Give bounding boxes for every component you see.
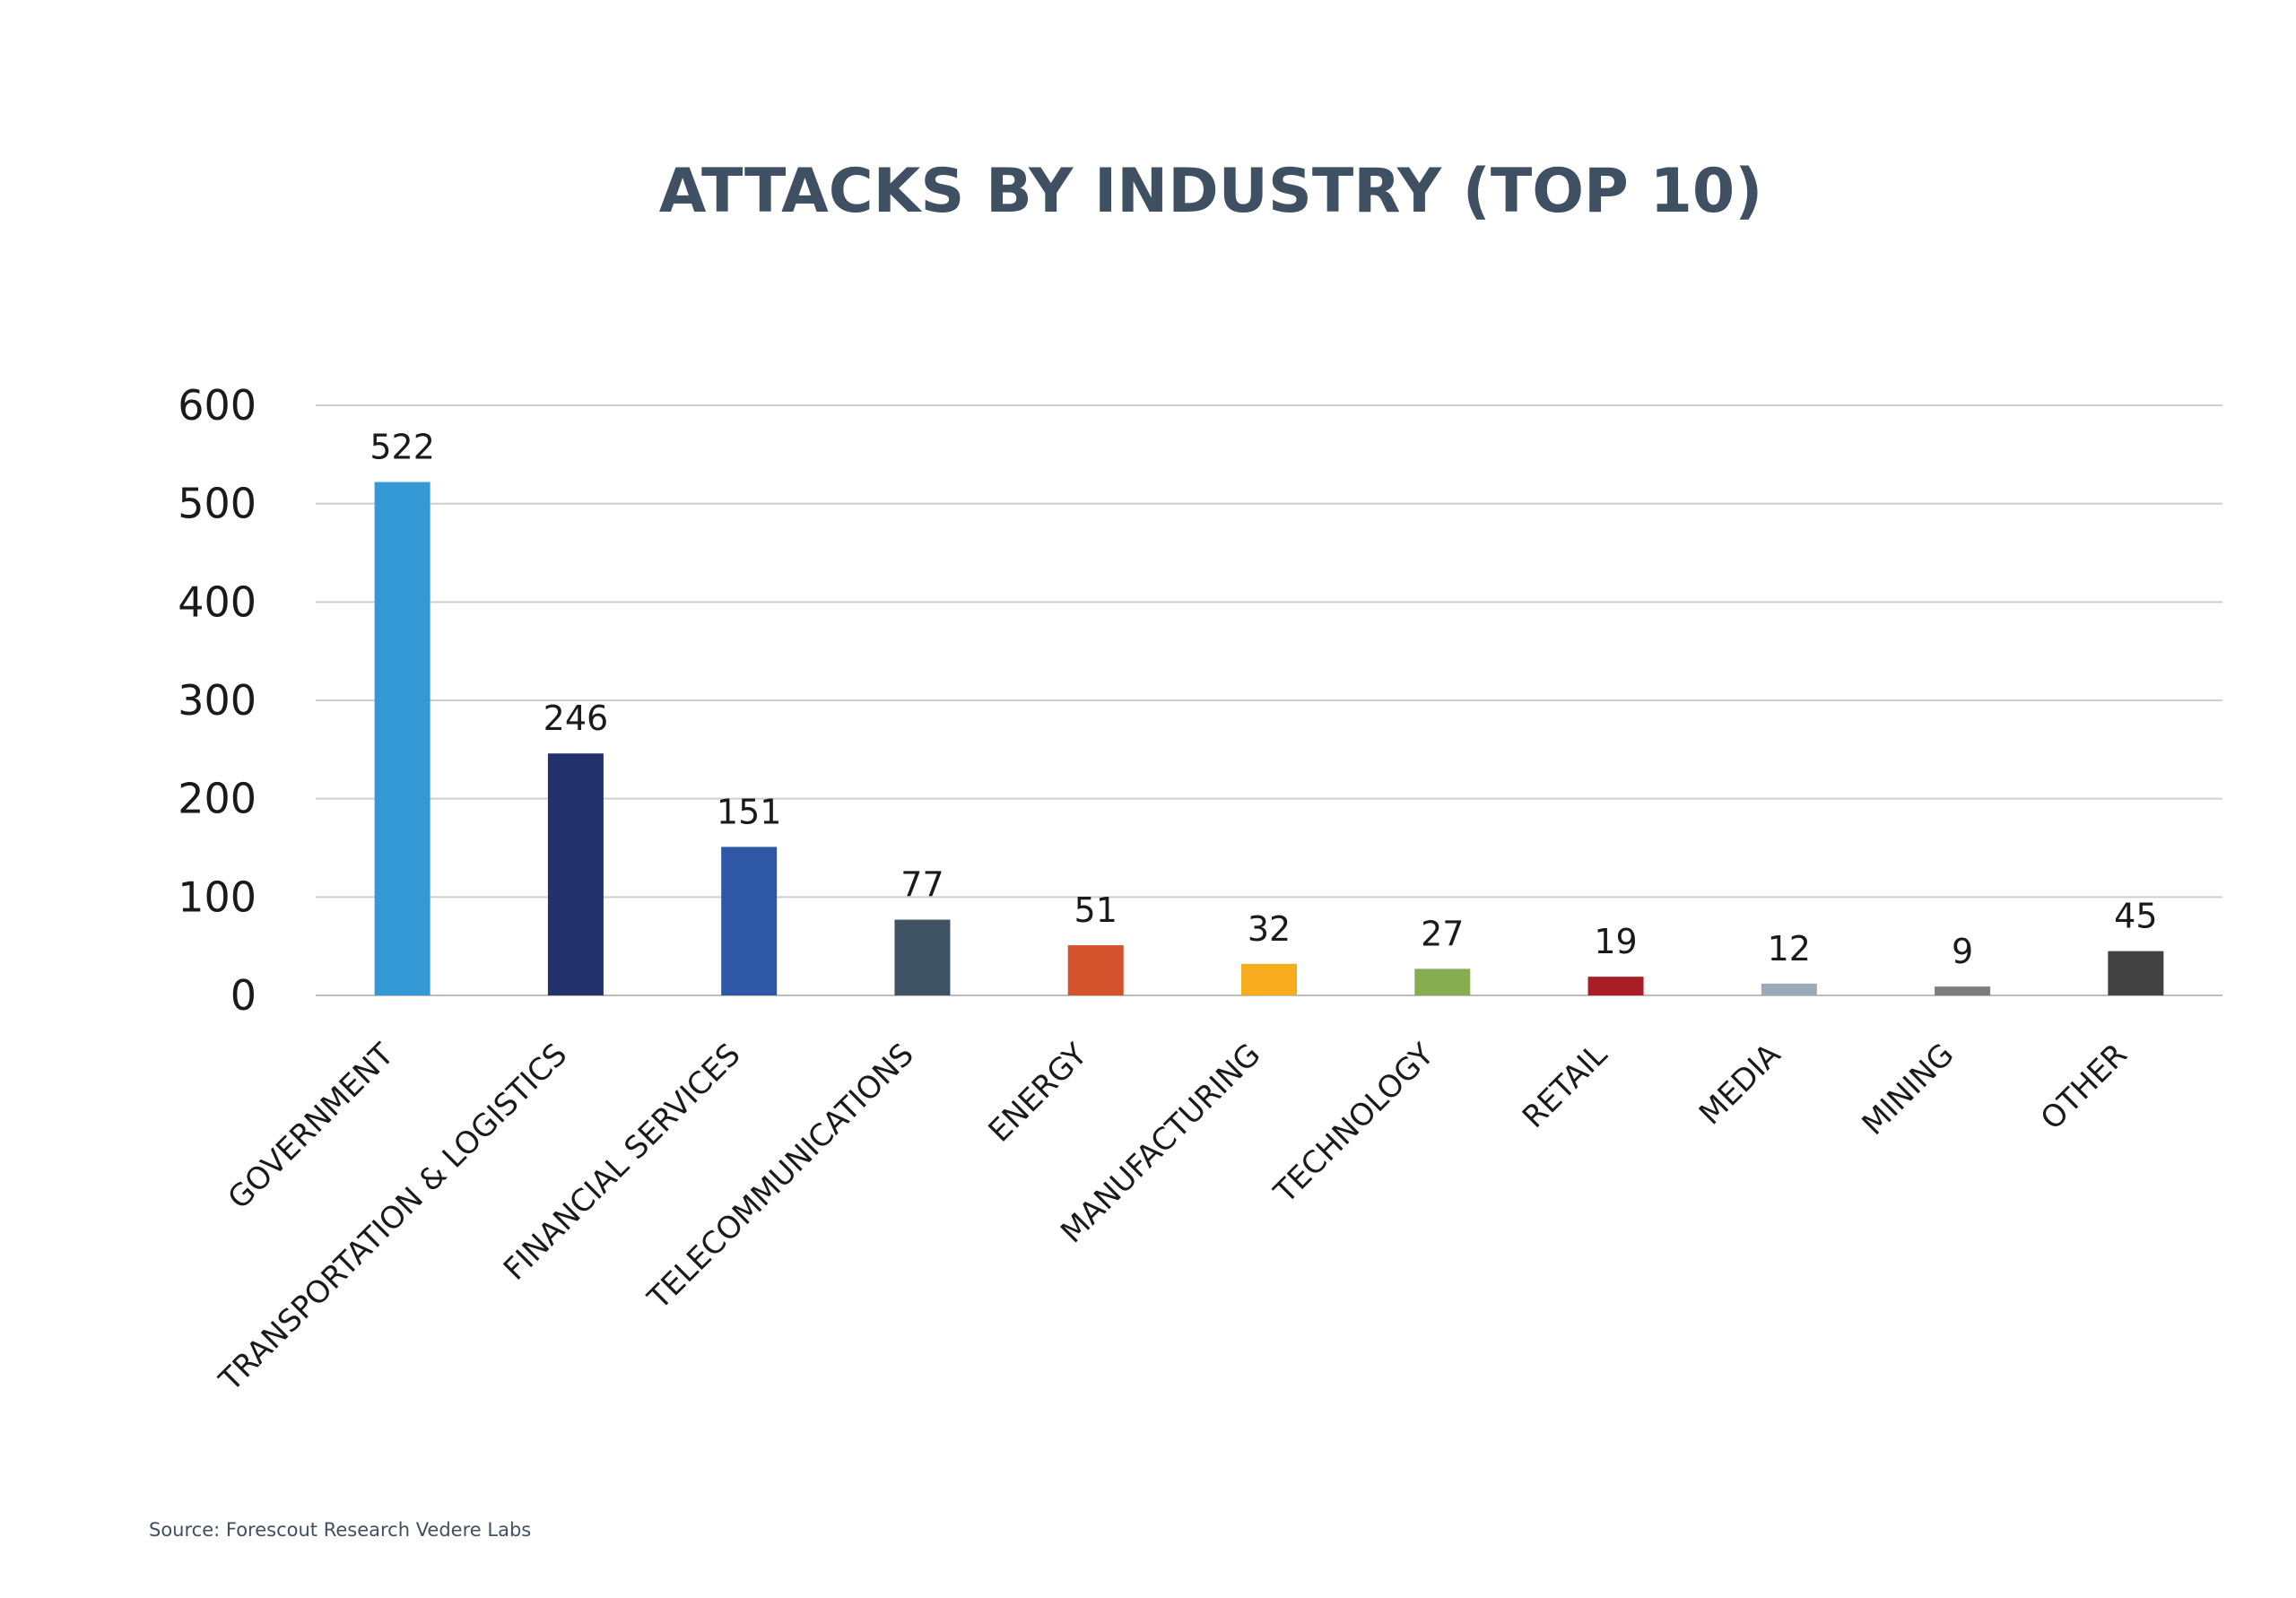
category-label-9: MEDIA	[1692, 1037, 1787, 1132]
data-label-2: 246	[544, 699, 609, 738]
y-tick-label-300: 300	[178, 676, 257, 725]
category-label-2: TRANSPORTATION & LOGISTICS	[212, 1037, 574, 1399]
y-axis-ticks: 0 100 200 300 400 500 600	[178, 381, 257, 1020]
data-label-4: 77	[900, 865, 944, 905]
category-label-10: MINING	[1856, 1037, 1961, 1142]
data-label-8: 19	[1594, 922, 1637, 961]
category-label-11: OTHER	[2034, 1037, 2135, 1137]
data-label-9: 12	[1768, 929, 1811, 968]
chart-title: ATTACKS BY INDUSTRY (TOP 10)	[659, 156, 1763, 227]
bar-7	[1414, 968, 1471, 995]
category-label-1: GOVERNMENT	[222, 1037, 402, 1217]
gridlines	[316, 404, 2222, 996]
data-label-6: 32	[1248, 909, 1291, 949]
bar-11	[2108, 951, 2164, 995]
data-label-5: 51	[1074, 890, 1118, 930]
source-note: Source: Forescout Research Vedere Labs	[149, 1519, 531, 1541]
bar-1	[374, 482, 430, 995]
data-label-11: 45	[2114, 897, 2157, 936]
y-tick-label-400: 400	[178, 578, 257, 626]
bar-6	[1241, 963, 1297, 995]
bar-3	[721, 847, 778, 995]
category-label-8: RETAIL	[1516, 1037, 1614, 1135]
data-label-7: 27	[1421, 914, 1464, 953]
y-tick-label-200: 200	[178, 775, 257, 823]
category-label-5: ENERGY	[982, 1037, 1095, 1150]
data-label-1: 522	[370, 428, 435, 467]
data-labels: 522 246 151 77 51 32 27 19 12 9 45	[370, 428, 2157, 972]
data-label-3: 151	[717, 792, 782, 831]
y-tick-label-100: 100	[178, 873, 257, 921]
y-tick-label-500: 500	[178, 480, 257, 528]
y-tick-label-600: 600	[178, 381, 257, 430]
bar-4	[894, 919, 951, 995]
bar-8	[1587, 977, 1644, 995]
category-label-7: TECHNOLOGY	[1266, 1037, 1440, 1211]
data-label-10: 9	[1952, 932, 1973, 971]
bar-10	[1935, 986, 1991, 995]
bar-2	[547, 753, 604, 995]
bar-5	[1067, 945, 1124, 995]
bar-9	[1761, 983, 1817, 995]
y-tick-label-0: 0	[230, 971, 257, 1020]
bars	[374, 482, 2164, 995]
